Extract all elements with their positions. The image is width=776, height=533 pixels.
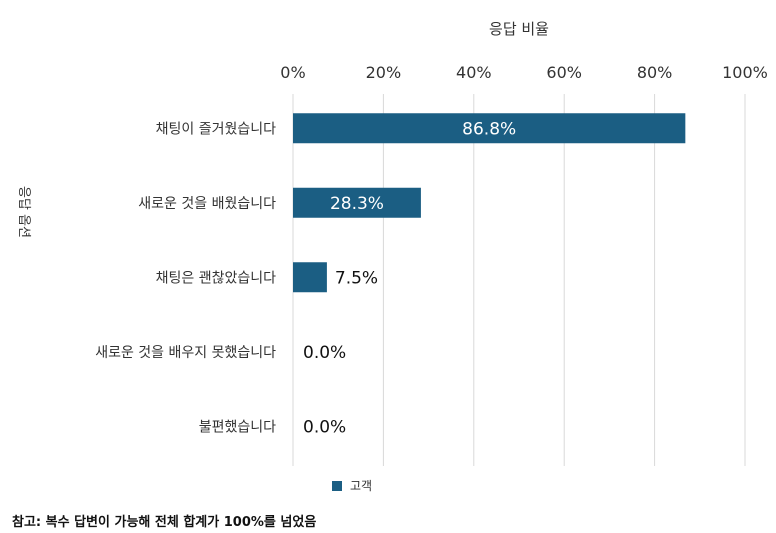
category-label: 불편했습니다 (199, 419, 276, 435)
bar (293, 262, 327, 293)
x-tick-label: 40% (456, 63, 492, 82)
x-axis-title: 응답 비율 (489, 20, 549, 38)
category-label: 새로운 것을 배우지 못했습니다 (95, 345, 276, 361)
data-label: 7.5% (335, 268, 378, 288)
category-label: 새로운 것을 배웠습니다 (138, 196, 276, 212)
x-tick-label: 60% (546, 63, 582, 82)
x-tick-label: 100% (722, 63, 768, 82)
bar (293, 187, 421, 218)
footnote: 참고: 복수 답변이 가능해 전체 합계가 100%를 넘었음 (12, 515, 317, 530)
x-tick-label: 0% (280, 63, 305, 82)
data-label: 0.0% (303, 343, 346, 363)
bar (293, 113, 686, 144)
legend-label: 고객 (350, 479, 373, 493)
x-tick-label: 20% (366, 63, 402, 82)
category-label: 채팅은 괜찮았습니다 (156, 270, 276, 286)
legend: 고객 (332, 477, 372, 494)
data-label: 0.0% (303, 417, 346, 437)
legend-swatch (332, 480, 342, 491)
category-label: 채팅이 즐거웠습니다 (156, 121, 276, 137)
x-tick-label: 80% (637, 63, 673, 82)
y-axis-title: 응답 옵션 (16, 186, 31, 238)
data-label: 86.8% (462, 119, 516, 139)
data-label: 28.3% (330, 194, 384, 214)
